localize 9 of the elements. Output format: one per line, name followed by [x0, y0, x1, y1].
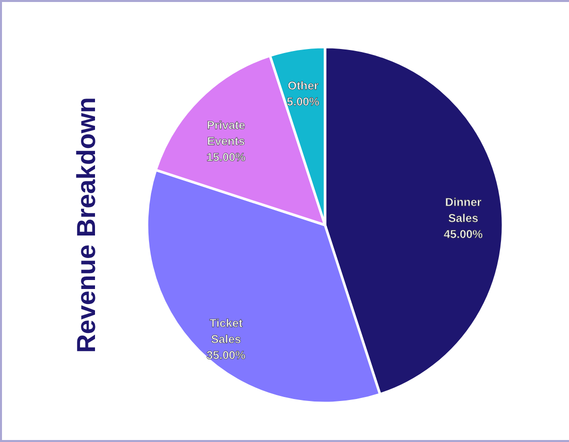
slice-label: Other [288, 80, 319, 93]
text: Revenue Breakdown [71, 97, 101, 353]
slice-label: Private Events [206, 120, 246, 148]
data-label: 35.00% [206, 350, 246, 362]
slice-label: Ticket Sales [209, 318, 243, 346]
data-label: 15.00% [206, 152, 246, 164]
data-label: 45.00% [444, 229, 483, 242]
slice-label: Dinner Sales [445, 197, 482, 226]
data-label: 5.00% [286, 96, 320, 109]
